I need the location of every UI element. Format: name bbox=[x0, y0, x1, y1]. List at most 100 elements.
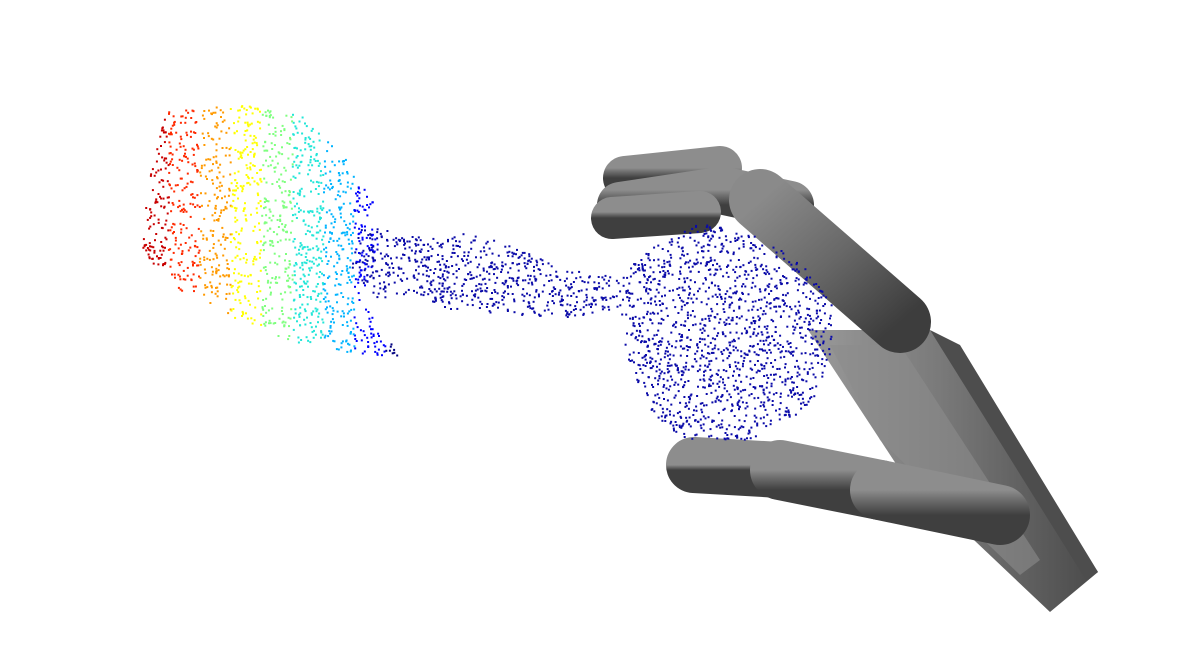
point bbox=[352, 175, 355, 178]
point bbox=[363, 275, 366, 278]
point bbox=[177, 286, 180, 289]
point bbox=[647, 254, 650, 257]
point bbox=[643, 286, 646, 289]
point bbox=[341, 340, 344, 343]
point bbox=[771, 400, 774, 402]
point bbox=[312, 234, 315, 237]
point bbox=[659, 340, 662, 343]
point bbox=[299, 266, 302, 269]
point bbox=[245, 219, 248, 222]
point bbox=[145, 243, 148, 246]
point bbox=[772, 393, 775, 396]
point bbox=[734, 435, 737, 438]
point bbox=[481, 289, 484, 292]
point bbox=[210, 291, 213, 294]
point bbox=[762, 388, 765, 391]
point bbox=[645, 354, 647, 356]
point bbox=[350, 281, 353, 284]
point bbox=[763, 393, 766, 396]
point bbox=[263, 207, 265, 210]
point bbox=[328, 188, 331, 191]
point bbox=[629, 292, 632, 295]
point bbox=[279, 239, 282, 242]
point bbox=[443, 287, 446, 290]
point bbox=[329, 231, 331, 234]
point bbox=[256, 144, 259, 147]
point bbox=[800, 393, 803, 396]
point bbox=[460, 258, 463, 261]
point bbox=[255, 258, 258, 261]
point bbox=[646, 392, 648, 395]
point bbox=[796, 371, 799, 374]
robot-hand bbox=[591, 146, 1098, 612]
point bbox=[229, 161, 232, 164]
point bbox=[367, 311, 370, 313]
point bbox=[216, 295, 219, 298]
point bbox=[186, 266, 189, 269]
point bbox=[299, 149, 302, 152]
point bbox=[232, 292, 235, 295]
point bbox=[446, 276, 449, 279]
point bbox=[504, 245, 507, 248]
point bbox=[316, 283, 319, 285]
point bbox=[810, 343, 813, 345]
point bbox=[683, 289, 686, 292]
point bbox=[566, 294, 569, 297]
point bbox=[191, 181, 194, 184]
point bbox=[747, 293, 750, 296]
point bbox=[576, 301, 578, 304]
point bbox=[304, 138, 307, 141]
point bbox=[264, 305, 266, 307]
point bbox=[371, 233, 374, 236]
point bbox=[275, 155, 278, 158]
point bbox=[149, 174, 152, 177]
point bbox=[220, 184, 223, 187]
point bbox=[358, 299, 361, 301]
point bbox=[296, 166, 299, 169]
point bbox=[320, 292, 323, 295]
point bbox=[657, 352, 660, 355]
point bbox=[521, 293, 524, 296]
point bbox=[708, 435, 711, 438]
point bbox=[177, 262, 180, 265]
point bbox=[181, 289, 184, 292]
point bbox=[317, 292, 320, 295]
point bbox=[193, 290, 195, 293]
point bbox=[762, 391, 765, 394]
point bbox=[706, 243, 709, 246]
point bbox=[328, 275, 331, 278]
point bbox=[310, 266, 313, 269]
point bbox=[720, 297, 723, 300]
point bbox=[203, 117, 206, 120]
point bbox=[306, 245, 309, 248]
point bbox=[535, 264, 538, 267]
point bbox=[356, 260, 359, 263]
point bbox=[294, 213, 297, 216]
point bbox=[301, 132, 304, 135]
point bbox=[796, 392, 799, 395]
point bbox=[386, 263, 389, 266]
point bbox=[360, 224, 363, 227]
point bbox=[294, 146, 297, 149]
point bbox=[597, 276, 600, 278]
point bbox=[342, 312, 345, 315]
point bbox=[160, 197, 163, 200]
point bbox=[191, 163, 194, 166]
point bbox=[312, 336, 315, 339]
point bbox=[157, 218, 160, 221]
point bbox=[744, 285, 747, 288]
point bbox=[645, 282, 648, 284]
point bbox=[155, 160, 158, 163]
point bbox=[179, 135, 182, 138]
point bbox=[274, 130, 277, 133]
point bbox=[661, 248, 664, 250]
point bbox=[436, 260, 439, 263]
point bbox=[651, 337, 654, 340]
point bbox=[214, 125, 217, 128]
point bbox=[800, 336, 803, 339]
point bbox=[744, 300, 747, 303]
point bbox=[384, 296, 387, 299]
point bbox=[249, 162, 252, 165]
point bbox=[732, 292, 735, 295]
point bbox=[475, 256, 477, 259]
